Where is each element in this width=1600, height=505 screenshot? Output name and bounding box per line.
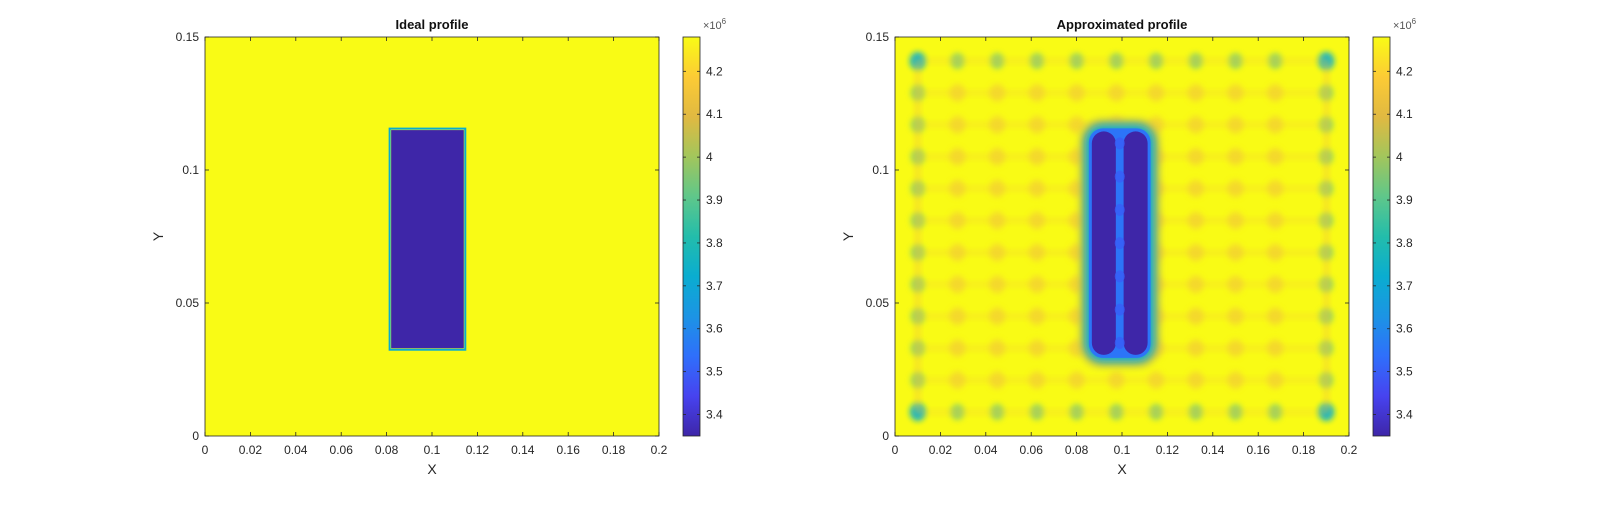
x-tick-label: 0.2 xyxy=(1341,443,1358,457)
colorbar-tick-label: 3.9 xyxy=(706,193,723,207)
colorbar-tick-label: 3.7 xyxy=(1396,279,1413,293)
colorbar-tick-label: 4.1 xyxy=(706,107,723,121)
colorbar-tick-label: 3.4 xyxy=(1396,408,1413,422)
x-tick-label: 0.04 xyxy=(284,443,308,457)
x-tick-label: 0.16 xyxy=(557,443,581,457)
inclusion-bead xyxy=(1114,336,1125,349)
colorbar-tick-label: 3.9 xyxy=(1396,193,1413,207)
y-tick-label: 0.15 xyxy=(176,30,200,44)
colorbar-exponent-base: ×10 xyxy=(1393,20,1412,32)
x-tick-label: 0.1 xyxy=(424,443,441,457)
x-tick-label: 0 xyxy=(892,443,899,457)
colorbar-exponent-power: 6 xyxy=(722,17,727,26)
colorbar-tick-label: 4.1 xyxy=(1396,107,1413,121)
heatmap-field xyxy=(909,51,1335,422)
colorbar-tick-label: 3.8 xyxy=(1396,236,1413,250)
x-axis-label: X xyxy=(427,461,437,477)
y-axis-label: Y xyxy=(840,231,856,241)
x-tick-label: 0 xyxy=(202,443,209,457)
colorbar-gradient xyxy=(682,36,701,437)
y-tick-label: 0 xyxy=(192,429,199,443)
colorbar-exponent-base: ×10 xyxy=(703,20,722,32)
x-tick-label: 0.16 xyxy=(1247,443,1271,457)
colorbar-tick-label: 3.6 xyxy=(1396,322,1413,336)
colorbar-tick-label: 3.7 xyxy=(706,279,723,293)
colorbar-exponent-power: 6 xyxy=(1412,17,1417,26)
panel-1: 0 0.02 0.04 0.06 0.08 0.1 0.12 0.14 0.16 0.18 0.20… xyxy=(150,17,727,477)
panel-2: 0 0.02 0.04 0.06 0.08 0.1 0.12 0.14 0.16 0.18 0.20… xyxy=(840,17,1417,477)
inclusion-bead xyxy=(1114,203,1125,216)
y-axis-label: Y xyxy=(150,231,166,241)
y-tick-label: 0 xyxy=(882,429,889,443)
colorbar-exponent: ×106 xyxy=(1393,17,1417,32)
x-tick-label: 0.02 xyxy=(239,443,263,457)
x-tick-label: 0.08 xyxy=(375,443,399,457)
inclusion-edge xyxy=(388,127,467,351)
y-tick-label: 0.1 xyxy=(182,163,199,177)
x-tick-label: 0.18 xyxy=(602,443,626,457)
y-tick-label: 0.1 xyxy=(872,163,889,177)
x-tick-label: 0.06 xyxy=(330,443,354,457)
y-tick-label: 0.05 xyxy=(176,296,200,310)
colorbar-tick-label: 3.5 xyxy=(706,365,723,379)
colorbar-exponent: ×106 xyxy=(703,17,727,32)
inclusion-column xyxy=(1123,131,1148,355)
colorbar-tick-label: 4 xyxy=(706,150,713,164)
chart-title: Approximated profile xyxy=(1057,17,1188,32)
colorbar: 3.4 3.5 3.6 3.7 3.8 3.9 4 4.1 4.2 ×106 xyxy=(682,17,727,437)
x-tick-label: 0.14 xyxy=(1201,443,1225,457)
x-tick-label: 0.14 xyxy=(511,443,535,457)
colorbar-tick-label: 4.2 xyxy=(1396,64,1413,78)
colorbar-tick-label: 4 xyxy=(1396,150,1403,164)
artifact-streak xyxy=(914,60,921,413)
inclusion-approx xyxy=(1079,119,1160,367)
x-tick-label: 0.18 xyxy=(1292,443,1316,457)
artifact-streak xyxy=(917,57,1327,64)
heatmap-field xyxy=(388,127,467,351)
x-tick-label: 0.12 xyxy=(466,443,490,457)
inclusion-region xyxy=(391,130,464,349)
x-tick-label: 0.04 xyxy=(974,443,998,457)
x-axis-label: X xyxy=(1117,461,1127,477)
colorbar-tick-label: 3.4 xyxy=(706,408,723,422)
x-tick-label: 0.06 xyxy=(1020,443,1044,457)
colorbar-tick-label: 3.6 xyxy=(706,322,723,336)
x-tick-label: 0.2 xyxy=(651,443,668,457)
inclusion-bead xyxy=(1114,170,1125,183)
colorbar-gradient xyxy=(1372,36,1391,437)
inclusion-bead xyxy=(1114,303,1125,316)
artifact-streak xyxy=(917,89,1327,96)
inclusion-bead xyxy=(1114,137,1125,150)
artifact-streak xyxy=(917,409,1327,416)
colorbar-tick-label: 3.5 xyxy=(1396,365,1413,379)
inclusion-bead xyxy=(1114,270,1125,283)
y-tick-label: 0.15 xyxy=(866,30,890,44)
artifact-streak xyxy=(1323,60,1330,413)
colorbar-tick-label: 4.2 xyxy=(706,64,723,78)
inclusion-bead xyxy=(1114,237,1125,250)
x-tick-label: 0.08 xyxy=(1065,443,1089,457)
artifact-streak xyxy=(917,377,1327,384)
x-tick-label: 0.02 xyxy=(929,443,953,457)
x-tick-label: 0.12 xyxy=(1156,443,1180,457)
colorbar-tick-label: 3.8 xyxy=(706,236,723,250)
inclusion-column xyxy=(1091,131,1116,355)
x-tick-label: 0.1 xyxy=(1114,443,1131,457)
colorbar: 3.4 3.5 3.6 3.7 3.8 3.9 4 4.1 4.2 ×106 xyxy=(1372,17,1417,437)
y-tick-label: 0.05 xyxy=(866,296,890,310)
chart-title: Ideal profile xyxy=(396,17,469,32)
